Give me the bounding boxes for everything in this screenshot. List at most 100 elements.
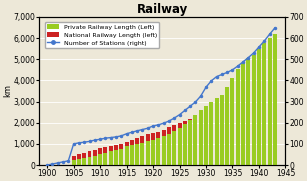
- Bar: [262, 43, 266, 165]
- Bar: [93, 150, 97, 165]
- Number of Stations (right): [225, 71, 229, 73]
- Bar: [193, 115, 197, 165]
- Line: Number of Stations (right): Number of Stations (right): [46, 27, 276, 166]
- Bar: [241, 91, 245, 165]
- Bar: [151, 140, 155, 165]
- Number of Stations (right): [151, 125, 155, 127]
- Bar: [236, 69, 240, 165]
- Number of Stations (right): [119, 135, 123, 137]
- Bar: [114, 145, 118, 165]
- Bar: [119, 144, 123, 165]
- Number of Stations (right): [141, 129, 144, 131]
- Bar: [204, 106, 208, 165]
- Bar: [209, 102, 213, 165]
- Bar: [119, 149, 123, 165]
- Bar: [72, 160, 76, 165]
- Bar: [146, 134, 150, 165]
- Bar: [247, 58, 250, 165]
- Number of Stations (right): [247, 56, 250, 59]
- Bar: [151, 133, 155, 165]
- Bar: [268, 38, 271, 165]
- Bar: [252, 55, 256, 165]
- Number of Stations (right): [72, 143, 76, 145]
- Bar: [241, 64, 245, 165]
- Number of Stations (right): [135, 130, 139, 132]
- Bar: [82, 158, 86, 165]
- Bar: [72, 155, 76, 165]
- Number of Stations (right): [178, 114, 181, 116]
- Bar: [209, 108, 213, 165]
- Bar: [125, 142, 129, 165]
- Bar: [135, 144, 139, 165]
- Bar: [257, 49, 261, 165]
- Bar: [156, 138, 160, 165]
- Number of Stations (right): [273, 27, 277, 29]
- Bar: [273, 71, 277, 165]
- Bar: [167, 127, 171, 165]
- Bar: [146, 141, 150, 165]
- Number of Stations (right): [183, 109, 187, 111]
- Number of Stations (right): [93, 139, 97, 141]
- Bar: [231, 100, 235, 165]
- Bar: [125, 146, 129, 165]
- Bar: [215, 98, 219, 165]
- Number of Stations (right): [146, 127, 150, 129]
- Bar: [193, 115, 197, 165]
- Bar: [98, 148, 102, 165]
- Bar: [231, 78, 235, 165]
- Number of Stations (right): [103, 137, 107, 139]
- Bar: [183, 124, 187, 165]
- Bar: [220, 103, 224, 165]
- Bar: [141, 143, 145, 165]
- Number of Stations (right): [268, 33, 271, 35]
- Number of Stations (right): [157, 124, 160, 126]
- Bar: [162, 130, 166, 165]
- Number of Stations (right): [241, 61, 245, 63]
- Number of Stations (right): [231, 69, 234, 71]
- Number of Stations (right): [194, 101, 197, 103]
- Bar: [130, 140, 134, 165]
- Bar: [199, 110, 203, 165]
- Bar: [199, 112, 203, 165]
- Bar: [225, 100, 229, 165]
- Bar: [82, 153, 86, 165]
- Bar: [172, 131, 176, 165]
- Bar: [262, 78, 266, 165]
- Number of Stations (right): [98, 138, 102, 140]
- Bar: [141, 136, 145, 165]
- Number of Stations (right): [82, 141, 86, 143]
- Bar: [77, 154, 81, 165]
- Bar: [109, 151, 113, 165]
- Number of Stations (right): [215, 75, 219, 78]
- Bar: [273, 34, 277, 165]
- Bar: [103, 153, 107, 165]
- Bar: [236, 97, 240, 165]
- Bar: [109, 146, 113, 165]
- Bar: [162, 136, 166, 165]
- Number of Stations (right): [199, 95, 203, 97]
- Bar: [188, 120, 192, 165]
- Bar: [220, 95, 224, 165]
- Bar: [177, 128, 181, 165]
- Bar: [87, 151, 91, 165]
- Bar: [87, 157, 91, 165]
- Bar: [183, 121, 187, 165]
- Number of Stations (right): [252, 52, 255, 54]
- Bar: [98, 154, 102, 165]
- Number of Stations (right): [61, 161, 65, 163]
- Y-axis label: km: km: [3, 85, 12, 98]
- Legend: Private Railway Length (Left), National Railway Length (left), Number of Station: Private Railway Length (Left), National …: [45, 22, 159, 48]
- Number of Stations (right): [130, 131, 134, 133]
- Bar: [215, 105, 219, 165]
- Bar: [252, 85, 256, 165]
- Bar: [156, 132, 160, 165]
- Number of Stations (right): [204, 86, 208, 88]
- Bar: [172, 125, 176, 165]
- Bar: [188, 119, 192, 165]
- Number of Stations (right): [257, 46, 261, 48]
- Bar: [225, 87, 229, 165]
- Number of Stations (right): [173, 117, 176, 119]
- Bar: [103, 147, 107, 165]
- Number of Stations (right): [109, 136, 113, 139]
- Number of Stations (right): [220, 73, 224, 76]
